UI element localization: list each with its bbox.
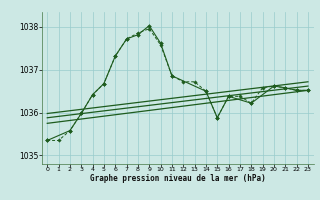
X-axis label: Graphe pression niveau de la mer (hPa): Graphe pression niveau de la mer (hPa) — [90, 174, 266, 183]
